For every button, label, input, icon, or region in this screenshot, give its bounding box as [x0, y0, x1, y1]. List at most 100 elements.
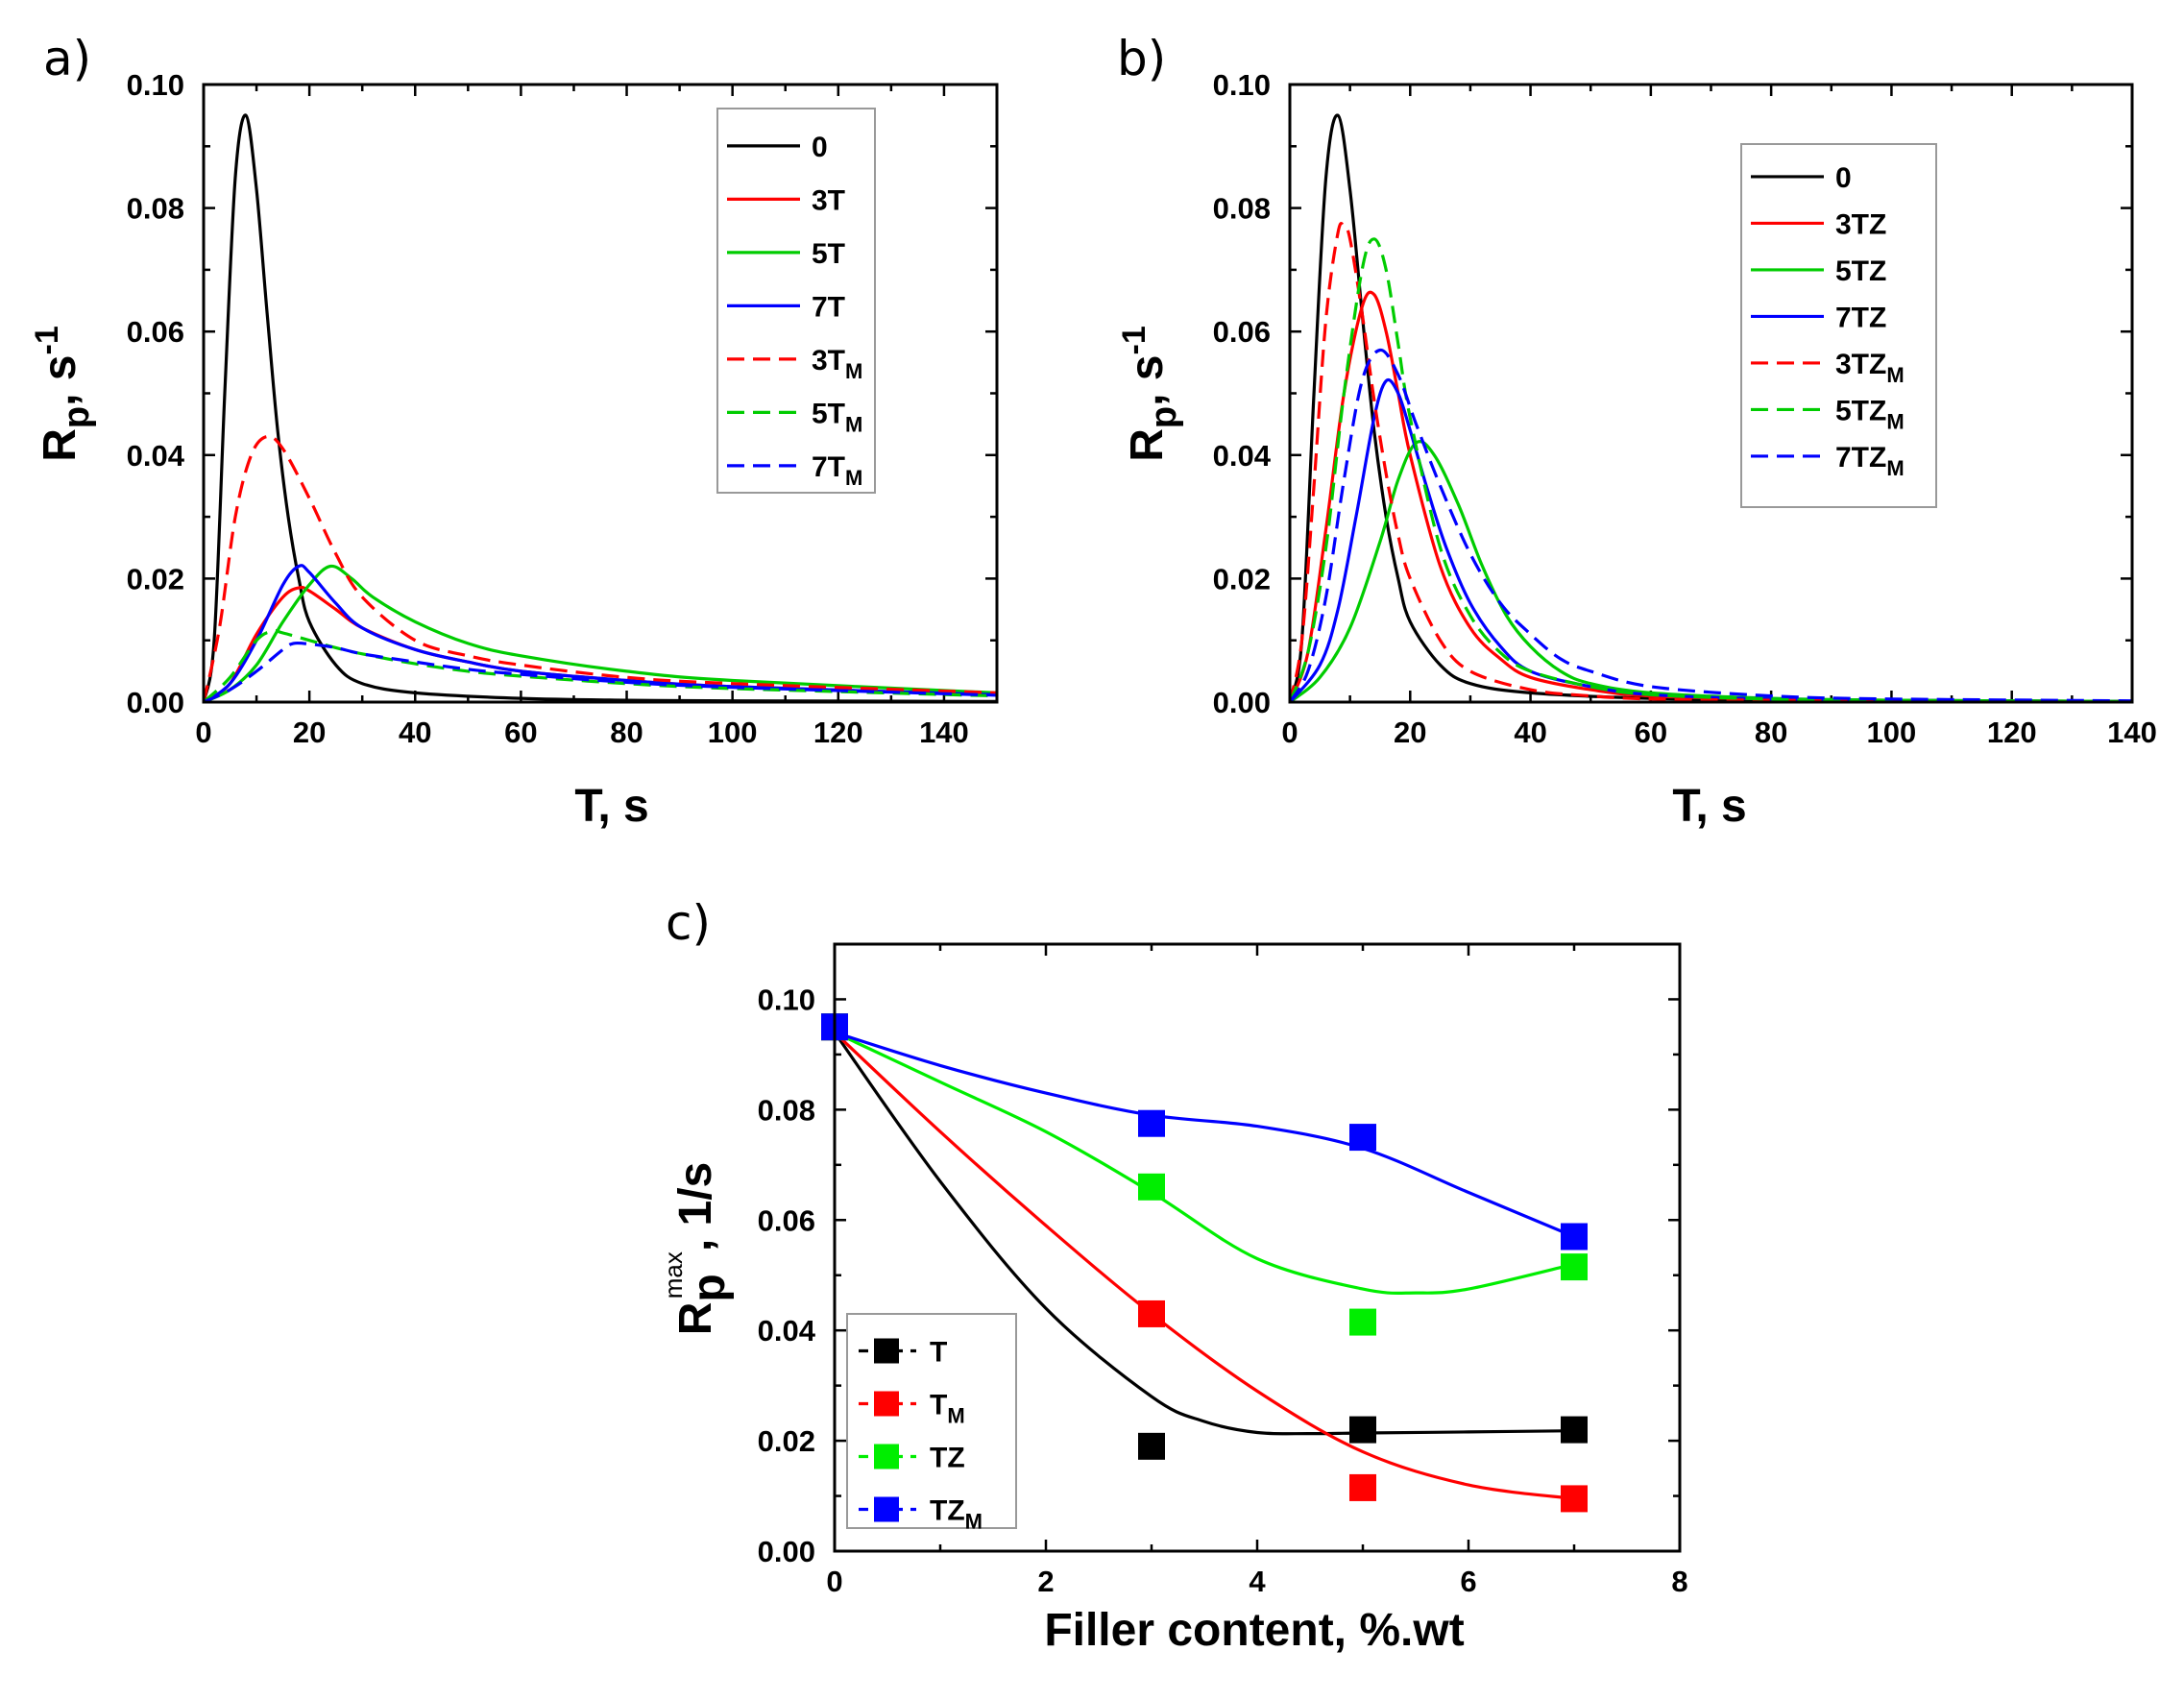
x-tick-label: 0: [826, 1565, 842, 1598]
x-tick-label: 0: [1281, 716, 1298, 749]
legend-label: 3TZ: [1835, 208, 1886, 240]
x-tick-label: 140: [2107, 716, 2157, 749]
series-tz-marker: [1138, 1173, 1165, 1201]
series-3tz-line: [1290, 290, 2132, 702]
legend-label-name: 7T: [812, 291, 845, 323]
y-tick-label: 0.00: [758, 1535, 815, 1568]
y-tick-label: 0.08: [1213, 192, 1271, 226]
legend-item-t-m: TM: [859, 1390, 965, 1428]
y-tick-label: 0.02: [127, 562, 184, 595]
series-7tz-m-line: [1290, 348, 2132, 702]
series-t-marker: [1138, 1432, 1165, 1460]
x-axis-title: T, s: [1672, 781, 1746, 832]
legend-box: [716, 108, 876, 494]
legend-item-0: 0: [727, 132, 828, 163]
y-title-sup: -1: [29, 326, 65, 354]
panel-b: b) 0 20 40 60 80 100 120 140 0.00 0.02 0.04 0.06 0.08…: [1116, 31, 2157, 832]
y-tick-label: 0.06: [1213, 315, 1271, 349]
x-tick-label: 80: [610, 716, 643, 749]
legend-label-sub: M: [845, 359, 862, 383]
legend-label-sub: M: [1886, 363, 1904, 387]
y-title-sub: p: [684, 1274, 735, 1301]
x-tick-label: 100: [708, 716, 758, 749]
legend-label-name: 0: [812, 132, 828, 163]
legend-label: 3TM: [812, 345, 862, 383]
x-tick-label: 140: [919, 716, 969, 749]
legend-label-name: T: [930, 1390, 947, 1421]
legend-item-t: T: [859, 1337, 947, 1369]
legend-item-7tz: 7TZ: [1751, 302, 1886, 333]
legend-item-7tz-m: 7TZM: [1751, 442, 1905, 480]
x-axis-title: Filler content, %.wt: [1044, 1605, 1464, 1656]
y-tick-label: 0.04: [127, 439, 185, 473]
x-axis-title: T, s: [574, 781, 648, 832]
legend-label-name: 7T: [812, 451, 845, 483]
legend-item-7t: 7T: [727, 291, 845, 323]
x-tick-label: 60: [1635, 716, 1667, 749]
y-tick-label: 0.10: [127, 68, 184, 102]
y-tick-label: 0.10: [1213, 68, 1271, 102]
legend-item-3tz-m: 3TZM: [1751, 349, 1905, 387]
series-7tz-line: [1290, 377, 2132, 702]
plot-area: [1290, 113, 2132, 702]
legend-box: [1740, 143, 1937, 508]
panel-label: c): [666, 895, 711, 951]
series-5t-line: [204, 564, 997, 702]
legend-label: 5T: [812, 238, 845, 270]
legend-label: 5TZM: [1835, 395, 1905, 433]
x-tick-label: 2: [1037, 1565, 1054, 1598]
y-title-sub: p: [57, 406, 97, 428]
legend-label: 7TZM: [1835, 442, 1905, 480]
legend-label-name: T: [930, 1337, 947, 1369]
legend-swatch-marker: [874, 1391, 899, 1417]
legend-label-sub: M: [845, 412, 862, 436]
legend-box: [846, 1313, 1017, 1529]
legend-label-name: 0: [1835, 162, 1852, 194]
x-tick-label: 20: [1394, 716, 1426, 749]
series-tz-m-marker: [1349, 1124, 1376, 1152]
legend-label: T: [930, 1337, 947, 1369]
y-tick-label: 0.06: [758, 1203, 815, 1237]
x-tick-label: 20: [293, 716, 326, 749]
legend-label-name: 3T: [812, 345, 845, 376]
legend-item-3t: 3T: [727, 184, 845, 216]
legend-item-tz: TZ: [859, 1443, 965, 1474]
y-tick-label: 0.10: [758, 983, 815, 1016]
legend-label: 5TZ: [1835, 255, 1886, 287]
series-t-m-marker: [1138, 1299, 1165, 1327]
x-tick-label: 8: [1671, 1565, 1687, 1598]
y-tick-label: 0.08: [127, 192, 184, 226]
series-t-m-fit-line: [835, 1031, 1575, 1500]
legend-item-3t-m: 3TM: [727, 345, 862, 383]
series-t-marker: [1349, 1416, 1376, 1444]
legend-label-name: TZ: [930, 1495, 965, 1527]
series-0-line: [204, 113, 997, 702]
legend-label-name: 5T: [812, 238, 845, 270]
legend-label: 5TM: [812, 398, 862, 436]
x-tick-label: 120: [813, 716, 863, 749]
legend-label: 7T: [812, 291, 845, 323]
x-tick-label: 0: [195, 716, 211, 749]
series-tz-m-fit-line: [835, 1031, 1575, 1238]
panel-c: c) 0 2 4 6 8 0.00 0.02 0.04 0.06 0.08 0.10 Filler co…: [659, 895, 1688, 1656]
legend-swatch-marker: [874, 1444, 899, 1469]
legend-label-name: 3T: [812, 184, 845, 216]
legend-label: TZM: [930, 1495, 983, 1534]
x-tick-label: 40: [1514, 716, 1546, 749]
y-title-sub: p: [1144, 406, 1184, 428]
y-title-main: R: [35, 428, 85, 462]
legend-label: 0: [812, 132, 828, 163]
legend-label-name: TZ: [930, 1443, 965, 1474]
legend-label: TZ: [930, 1443, 965, 1474]
y-title-rest: , s: [35, 354, 85, 405]
legend-label: 3TZM: [1835, 349, 1905, 387]
legend-item-5tz: 5TZ: [1751, 255, 1886, 287]
legend-item-0: 0: [1751, 162, 1852, 194]
series-t-m-marker: [1561, 1485, 1588, 1513]
plot-frame: [202, 83, 999, 704]
legend-swatch-marker: [874, 1338, 899, 1364]
y-title-main: R: [670, 1302, 721, 1336]
legend-label-sub: M: [965, 1510, 983, 1534]
